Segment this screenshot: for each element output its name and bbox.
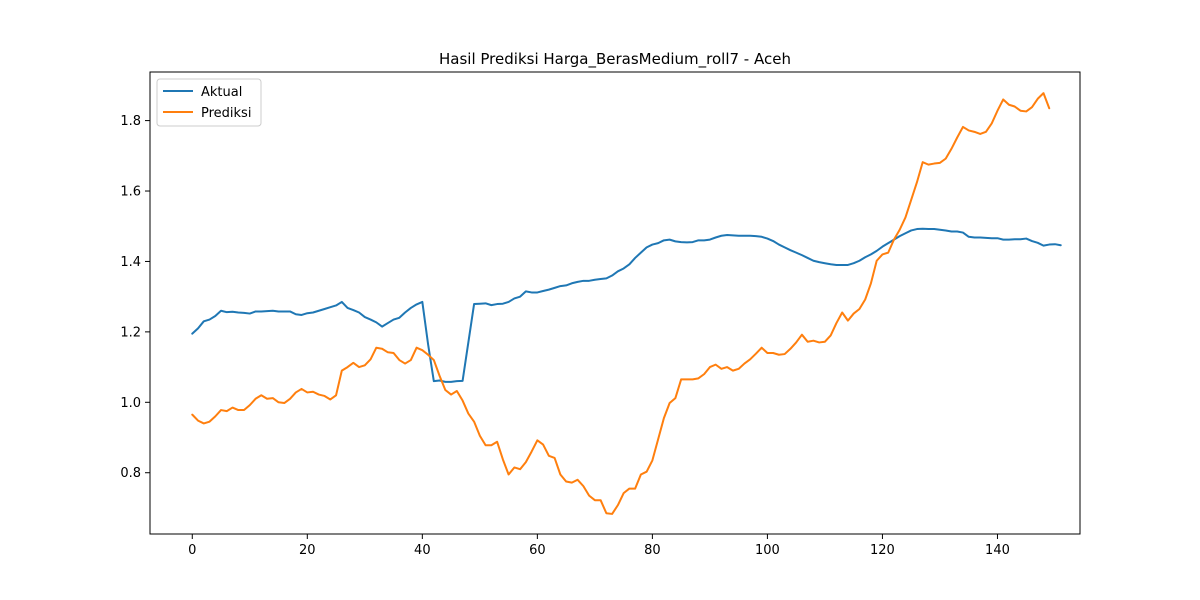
x-tick-label: 0: [188, 543, 196, 558]
x-tick-label: 140: [985, 543, 1010, 558]
chart-title: Hasil Prediksi Harga_BerasMedium_roll7 -…: [439, 50, 791, 69]
y-tick-label: 0.8: [120, 466, 141, 481]
x-tick-label: 40: [414, 543, 431, 558]
legend-label-prediksi: Prediksi: [201, 106, 251, 121]
y-tick-label: 1.8: [120, 114, 141, 129]
x-tick-label: 120: [870, 543, 895, 558]
x-tick-label: 100: [755, 543, 780, 558]
y-tick-label: 1.2: [120, 325, 141, 340]
x-tick-label: 20: [299, 543, 316, 558]
y-tick-label: 1.0: [120, 396, 141, 411]
series-line-prediksi: [191, 92, 1051, 515]
x-tick-label: 60: [529, 543, 546, 558]
x-tick-label: 80: [644, 543, 661, 558]
y-tick-label: 1.6: [120, 185, 141, 200]
plot-area-frame: [149, 71, 1081, 535]
series-line-aktual: [191, 227, 1062, 383]
legend-label-aktual: Aktual: [201, 85, 242, 100]
y-tick-label: 1.4: [120, 255, 141, 270]
series-lines-layer: [191, 92, 1062, 515]
axes-layer: 0 20 40 60 80 100 120 140 0.8 1.0 1.2 1.4 1.6 1.8: [120, 114, 1010, 558]
legend: Aktual Prediksi: [156, 78, 262, 127]
